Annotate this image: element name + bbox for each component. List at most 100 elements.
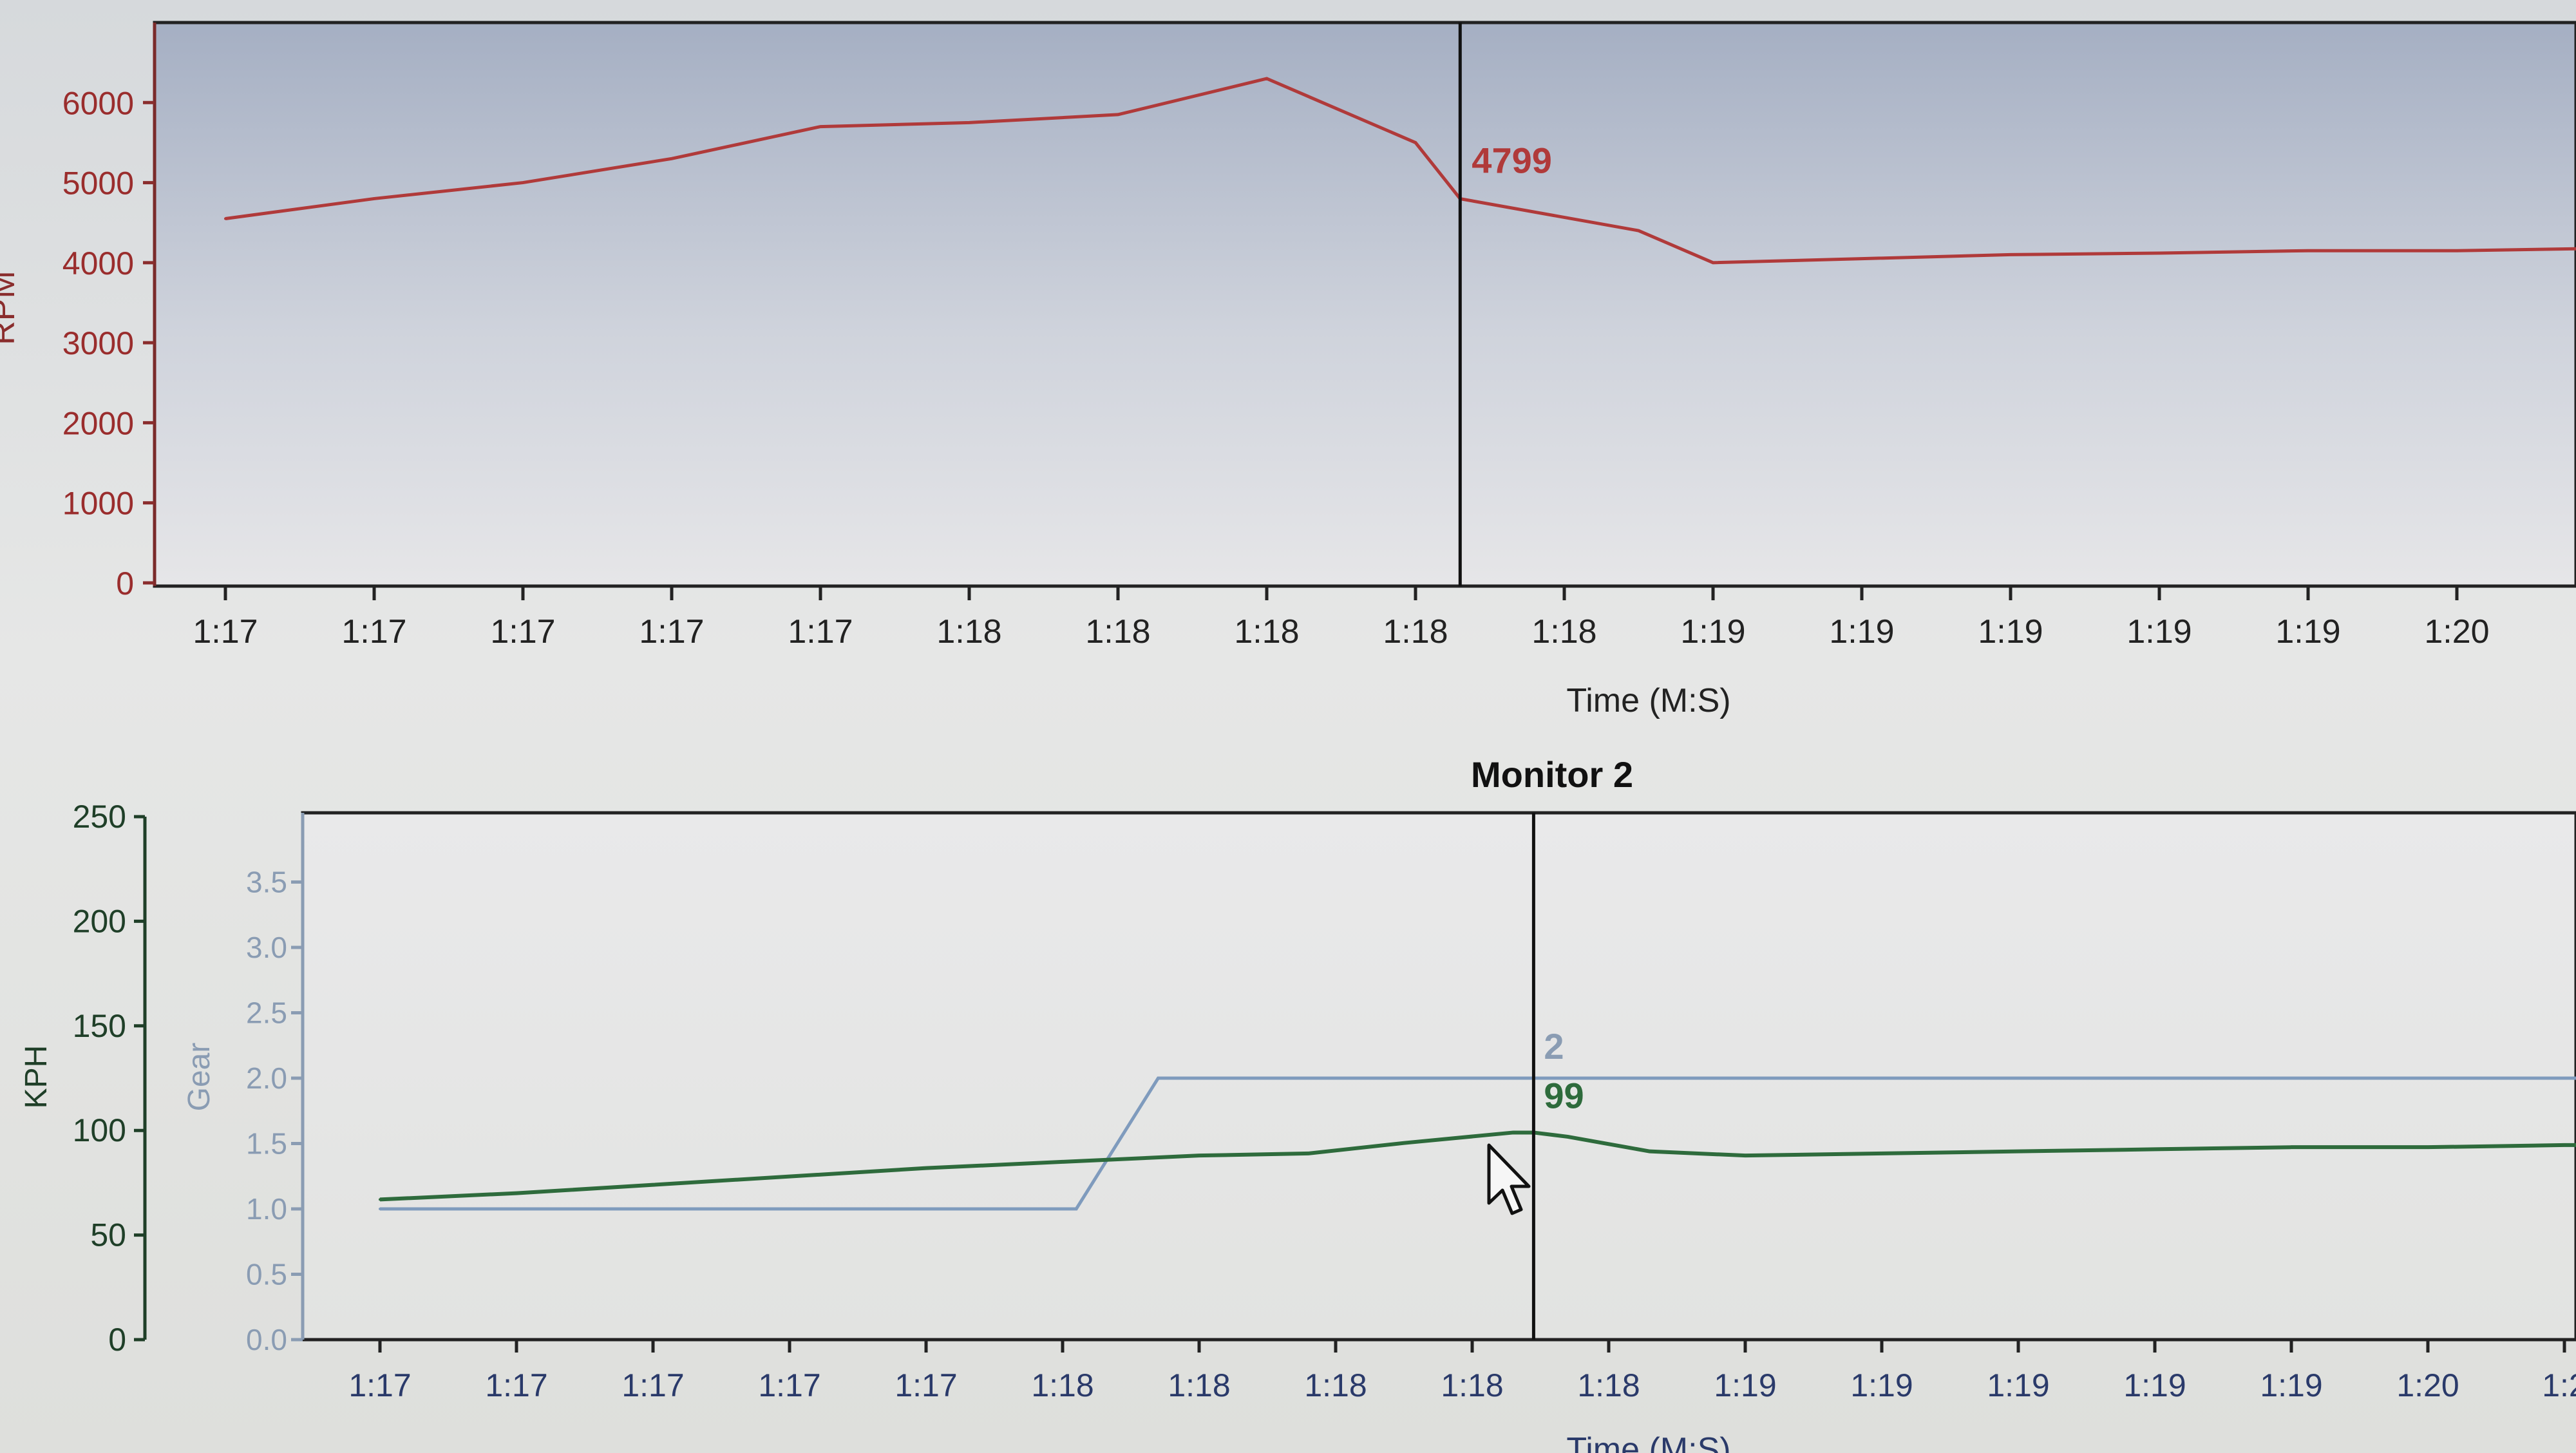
rpm-x-tick-label: 1:18 bbox=[1531, 613, 1596, 651]
rpm-point bbox=[968, 121, 971, 124]
gear-y-tick-label: 0.0 bbox=[246, 1323, 287, 1356]
rpm-x-tick-label: 1:18 bbox=[1085, 613, 1150, 651]
rpm-point bbox=[2456, 249, 2458, 252]
rpm-x-tick-label: 1:17 bbox=[193, 613, 258, 651]
kph-point bbox=[1061, 1160, 1064, 1163]
rpm-y-tick-label: 4000 bbox=[62, 245, 134, 281]
kph-point bbox=[652, 1183, 654, 1186]
kph-y-tick-label: 250 bbox=[73, 799, 126, 835]
rpm-x-tick-label: 1:19 bbox=[2126, 613, 2192, 651]
gear-y-axis-label: Gear bbox=[182, 1043, 216, 1112]
rpm-point bbox=[1117, 113, 1119, 116]
gear-y-tick-label: 3.0 bbox=[246, 931, 287, 964]
kph-point bbox=[379, 1198, 381, 1201]
monitor2-x-tick-label: 1:18 bbox=[1577, 1367, 1640, 1403]
monitor2-x-axis-label: Time (M:S) bbox=[1566, 1431, 1730, 1453]
rpm-point bbox=[2009, 253, 2012, 256]
kph-point bbox=[1648, 1150, 1651, 1153]
rpm-x-tick-label: 1:19 bbox=[1829, 613, 1894, 651]
rpm-y-tick-label: 2000 bbox=[62, 405, 134, 441]
rpm-x-tick-label: 1:17 bbox=[341, 613, 406, 651]
gear-point bbox=[379, 1208, 381, 1210]
rpm-x-tick-label: 1:18 bbox=[1234, 613, 1299, 651]
gear-y-tick-label: 3.5 bbox=[246, 866, 287, 899]
rpm-x-tick-label: 1:17 bbox=[490, 613, 555, 651]
monitor2-x-tick-label: 1:17 bbox=[348, 1367, 411, 1403]
rpm-point bbox=[373, 197, 375, 200]
monitor2-plot-area[interactable] bbox=[301, 811, 2576, 1342]
kph-point bbox=[515, 1192, 518, 1195]
monitor2-x-ticks: 1:17 1:17 1:17 1:17 1:17 1:18 1:18 1:18 1:18 1:18… bbox=[348, 1341, 2576, 1403]
kph-y-tick-label: 150 bbox=[73, 1008, 126, 1044]
kph-point bbox=[1880, 1152, 1883, 1155]
rpm-y-tick-label: 0 bbox=[116, 565, 134, 602]
arrow-pointer-icon bbox=[1487, 1143, 1531, 1215]
rpm-x-tick-label: 1:18 bbox=[1383, 613, 1448, 651]
monitor2-x-tick-label: 1:17 bbox=[621, 1367, 684, 1403]
rpm-y-tick-label: 1000 bbox=[62, 486, 134, 522]
kph-point bbox=[1511, 1131, 1515, 1134]
rpm-y-axis-label: RPM bbox=[0, 271, 22, 345]
rpm-point bbox=[224, 217, 227, 220]
kph-point bbox=[1744, 1154, 1747, 1157]
rpm-x-ticks: 1:17 1:17 1:17 1:17 1:17 1:18 1:18 1:18 1:18 1:18… bbox=[193, 587, 2490, 651]
gear-y-ticks: 0.0 0.5 1.0 1.5 2.0 2.5 3.0 3.5 bbox=[246, 866, 303, 1356]
rpm-y-tick-label: 3000 bbox=[62, 325, 134, 361]
rpm-point bbox=[2307, 249, 2309, 252]
rpm-y-tick-label: 5000 bbox=[62, 166, 134, 202]
monitor2-x-tick-label: 1:2 bbox=[2542, 1367, 2576, 1403]
rpm-cursor-value: 4799 bbox=[1472, 140, 1552, 181]
kph-point bbox=[2563, 1143, 2566, 1146]
gear-y-tick-label: 2.5 bbox=[246, 996, 287, 1030]
gear-y-tick-label: 1.5 bbox=[246, 1127, 287, 1161]
kph-point bbox=[1307, 1152, 1310, 1155]
monitor2-x-tick-label: 1:17 bbox=[485, 1367, 547, 1403]
gear-point bbox=[1075, 1208, 1078, 1210]
kph-y-ticks: 0 50 100 150 200 250 bbox=[73, 799, 145, 1358]
kph-point bbox=[2017, 1150, 2020, 1153]
kph-point bbox=[2427, 1146, 2429, 1149]
gear-point bbox=[1157, 1077, 1160, 1079]
monitor2-x-tick-label: 1:18 bbox=[1441, 1367, 1503, 1403]
monitor2-x-tick-label: 1:18 bbox=[1304, 1367, 1367, 1403]
kph-cursor-value: 99 bbox=[1544, 1075, 1584, 1116]
rpm-point bbox=[1414, 141, 1417, 144]
rpm-y-ticks: 0 1000 2000 3000 4000 5000 6000 bbox=[62, 85, 155, 602]
rpm-point bbox=[1637, 229, 1640, 233]
kph-y-axis-label: KPH bbox=[19, 1045, 53, 1109]
rpm-x-tick-label: 1:19 bbox=[2275, 613, 2340, 651]
kph-point bbox=[1198, 1154, 1200, 1157]
rpm-point bbox=[670, 157, 673, 160]
rpm-plot-area[interactable] bbox=[153, 21, 2576, 588]
monitor2-x-tick-label: 1:20 bbox=[2396, 1367, 2459, 1403]
monitor2-x-tick-label: 1:17 bbox=[758, 1367, 820, 1403]
rpm-x-tick-label: 1:17 bbox=[639, 613, 704, 651]
rpm-x-tick-label: 1:20 bbox=[2424, 613, 2489, 651]
kph-point bbox=[1566, 1135, 1569, 1138]
gear-cursor-value: 2 bbox=[1544, 1026, 1564, 1067]
monitor2-x-tick-label: 1:19 bbox=[2260, 1367, 2322, 1403]
kph-y-tick-label: 200 bbox=[73, 903, 126, 939]
rpm-chart: 0 1000 2000 3000 4000 5000 6000 1:17 1:17 1:17 1:… bbox=[0, 21, 2576, 719]
monitor2-title: Monitor 2 bbox=[1471, 754, 1633, 795]
kph-point bbox=[925, 1166, 927, 1170]
gear-y-tick-label: 2.0 bbox=[246, 1061, 287, 1095]
rpm-x-axis-label: Time (M:S) bbox=[1566, 682, 1730, 719]
monitor2-x-tick-label: 1:19 bbox=[2123, 1367, 2186, 1403]
rpm-point bbox=[522, 181, 524, 184]
rpm-y-tick-label: 6000 bbox=[62, 85, 134, 121]
kph-y-tick-label: 50 bbox=[90, 1217, 126, 1253]
rpm-point bbox=[819, 125, 822, 128]
monitor2-x-tick-label: 1:19 bbox=[1714, 1367, 1776, 1403]
kph-point bbox=[2154, 1148, 2156, 1151]
monitor2-x-tick-label: 1:19 bbox=[1850, 1367, 1913, 1403]
monitor2-x-tick-label: 1:19 bbox=[1987, 1367, 2049, 1403]
rpm-x-tick-label: 1:18 bbox=[936, 613, 1001, 651]
kph-point bbox=[788, 1175, 791, 1178]
rpm-x-tick-label: 1:19 bbox=[1680, 613, 1745, 651]
rpm-point bbox=[1265, 77, 1268, 80]
kph-point bbox=[2290, 1146, 2293, 1149]
gear-y-tick-label: 0.5 bbox=[246, 1258, 287, 1291]
rpm-point bbox=[1712, 261, 1714, 264]
